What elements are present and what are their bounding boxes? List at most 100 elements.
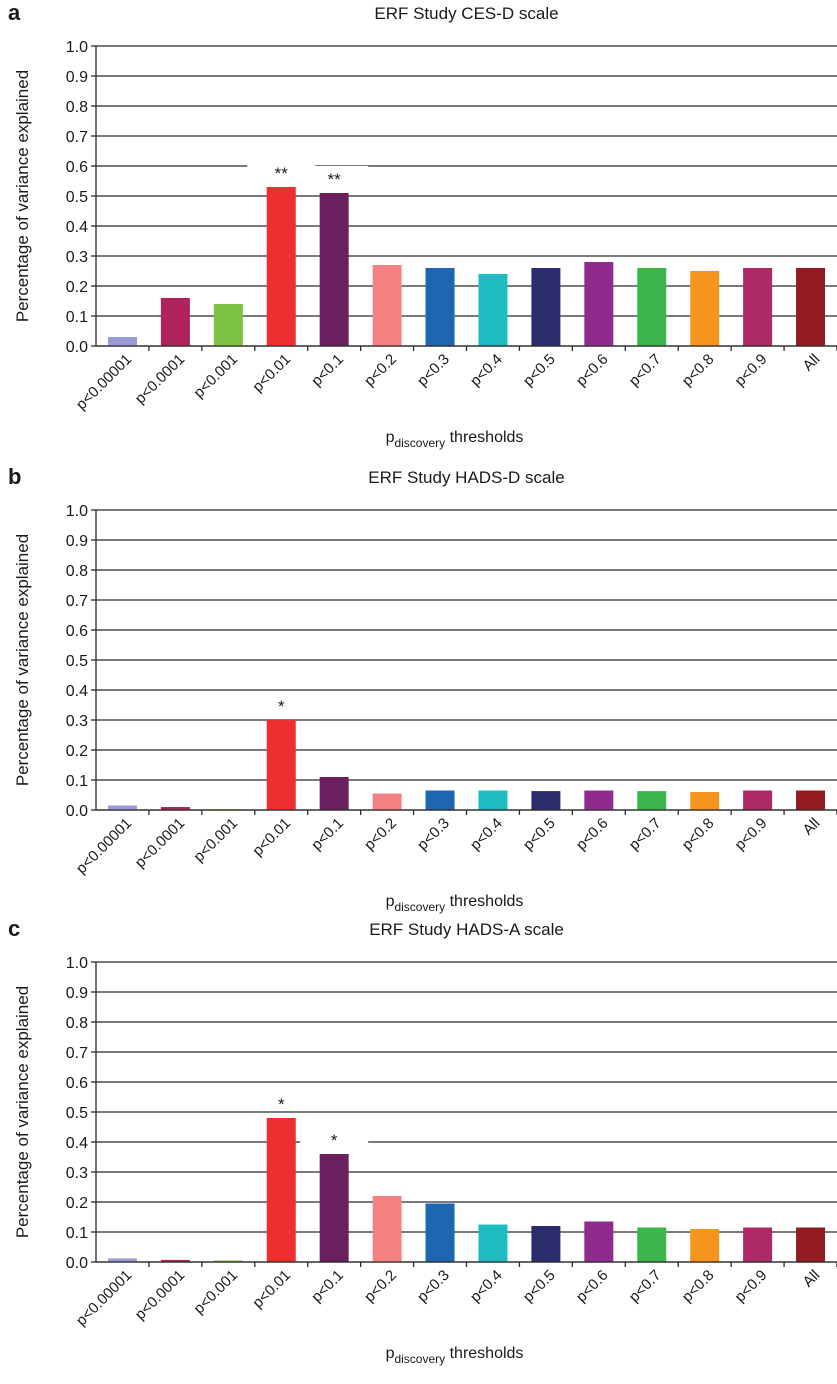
y-tick-label: 0.9 bbox=[66, 533, 88, 550]
x-category-label: p<0.3 bbox=[414, 351, 453, 390]
x-category-label: p<0.4 bbox=[467, 351, 506, 390]
bar bbox=[107, 1258, 137, 1262]
x-category-label: p<0.9 bbox=[732, 1267, 771, 1306]
bar bbox=[531, 791, 561, 810]
y-tick-label: 0.8 bbox=[66, 99, 88, 116]
chart-title: ERF Study HADS-D scale bbox=[368, 468, 565, 487]
y-tick-label: 0.1 bbox=[66, 309, 88, 326]
bar bbox=[796, 1227, 826, 1262]
x-category-label: All bbox=[800, 815, 824, 839]
bar bbox=[584, 790, 614, 810]
x-category-label: p<0.5 bbox=[520, 351, 559, 390]
annotation-background bbox=[247, 693, 316, 711]
y-tick-label: 0.7 bbox=[66, 593, 88, 610]
y-tick-label: 0.9 bbox=[66, 69, 88, 86]
annotation-background bbox=[247, 1091, 316, 1109]
x-category-label: All bbox=[800, 351, 824, 375]
x-category-label: p<0.01 bbox=[249, 815, 294, 860]
y-tick-label: 0.3 bbox=[66, 713, 88, 730]
x-category-label: p<0.9 bbox=[732, 351, 771, 390]
x-category-label: p<0.7 bbox=[626, 351, 665, 390]
y-tick-label: 0.4 bbox=[66, 219, 88, 236]
bar bbox=[319, 193, 349, 346]
x-category-label: p<0.01 bbox=[249, 351, 294, 396]
y-tick-label: 0.0 bbox=[66, 1255, 88, 1272]
x-category-label: p<0.2 bbox=[361, 815, 400, 854]
x-category-label: p<0.00001 bbox=[73, 351, 135, 413]
x-category-label: p<0.8 bbox=[679, 1267, 718, 1306]
bar bbox=[160, 298, 190, 346]
x-category-label: p<0.0001 bbox=[132, 351, 189, 408]
chart-title: ERF Study CES-D scale bbox=[374, 4, 559, 23]
x-axis-label: pdiscovery thresholds bbox=[386, 429, 524, 450]
bar bbox=[637, 1227, 667, 1262]
significance-annotation: * bbox=[331, 1131, 338, 1150]
y-tick-label: 0.2 bbox=[66, 743, 88, 760]
bar bbox=[584, 262, 614, 346]
bar bbox=[478, 274, 508, 346]
panel-label: b bbox=[8, 464, 22, 489]
bar bbox=[107, 805, 137, 810]
bar bbox=[637, 268, 667, 346]
y-tick-label: 0.9 bbox=[66, 985, 88, 1002]
y-tick-label: 0.6 bbox=[66, 1075, 88, 1092]
x-category-label: p<0.00001 bbox=[73, 1267, 135, 1329]
x-axis-label: pdiscovery thresholds bbox=[386, 893, 524, 914]
y-tick-label: 0.8 bbox=[66, 1015, 88, 1032]
chart-title: ERF Study HADS-A scale bbox=[369, 920, 564, 939]
bar bbox=[743, 268, 773, 346]
bar bbox=[372, 1196, 402, 1262]
y-tick-label: 0.8 bbox=[66, 563, 88, 580]
y-tick-label: 0.0 bbox=[66, 339, 88, 356]
bar bbox=[690, 271, 720, 346]
bar bbox=[584, 1221, 614, 1262]
x-category-label: p<0.4 bbox=[467, 815, 506, 854]
bar bbox=[319, 777, 349, 810]
y-axis-label: Percentage of variance explained bbox=[13, 534, 32, 786]
bar bbox=[425, 268, 455, 346]
bar bbox=[743, 1227, 773, 1262]
x-category-label: p<0.8 bbox=[679, 815, 718, 854]
bar-chart-svg: 0.0 0.1 0.2 0.3 0.4 0.5 0.6 0.7 0.8 0.9 1.0 p<0.000… bbox=[13, 503, 837, 914]
bar bbox=[743, 790, 773, 810]
bar bbox=[213, 1260, 243, 1262]
y-tick-label: 0.7 bbox=[66, 129, 88, 146]
x-category-label: p<0.4 bbox=[467, 1267, 506, 1306]
x-category-label: p<0.7 bbox=[626, 815, 665, 854]
x-category-label: p<0.1 bbox=[308, 1267, 347, 1306]
y-tick-label: 0.4 bbox=[66, 683, 88, 700]
x-category-label: p<0.1 bbox=[308, 815, 347, 854]
bar bbox=[213, 304, 243, 346]
bar bbox=[266, 1118, 296, 1262]
x-category-label: p<0.01 bbox=[249, 1267, 294, 1312]
chart-panel-c: c ERF Study HADS-A scale 0.0 0.1 0.2 0.3 0.4… bbox=[0, 916, 837, 1380]
bar bbox=[266, 187, 296, 346]
y-tick-label: 0.2 bbox=[66, 279, 88, 296]
x-category-label: p<0.0001 bbox=[132, 1267, 189, 1324]
y-tick-label: 0.5 bbox=[66, 189, 88, 206]
panel-label: c bbox=[8, 916, 21, 941]
bar-chart-svg: 0.0 0.1 0.2 0.3 0.4 0.5 0.6 0.7 0.8 0.9 1.0 p<0.000… bbox=[13, 955, 837, 1366]
x-category-label: p<0.00001 bbox=[73, 815, 135, 877]
chart-panel-b: b ERF Study HADS-D scale 0.0 0.1 0.2 0.3 0.4… bbox=[0, 464, 837, 928]
x-category-label: p<0.1 bbox=[308, 351, 347, 390]
x-category-label: p<0.3 bbox=[414, 1267, 453, 1306]
x-category-label: p<0.6 bbox=[573, 351, 612, 390]
x-category-label: p<0.2 bbox=[361, 1267, 400, 1306]
x-category-label: p<0.001 bbox=[190, 1267, 241, 1318]
significance-annotation: * bbox=[278, 697, 285, 716]
y-axis-label: Percentage of variance explained bbox=[13, 986, 32, 1238]
bar bbox=[160, 807, 190, 810]
y-tick-label: 0.6 bbox=[66, 159, 88, 176]
x-category-label: p<0.3 bbox=[414, 815, 453, 854]
y-tick-label: 1.0 bbox=[66, 503, 88, 520]
x-category-label: p<0.9 bbox=[732, 815, 771, 854]
x-category-label: p<0.001 bbox=[190, 815, 241, 866]
y-tick-label: 0.2 bbox=[66, 1195, 88, 1212]
y-axis-label: Percentage of variance explained bbox=[13, 70, 32, 322]
y-tick-label: 0.5 bbox=[66, 1105, 88, 1122]
bar bbox=[690, 792, 720, 810]
bar bbox=[478, 1224, 508, 1262]
y-tick-label: 1.0 bbox=[66, 39, 88, 56]
y-tick-label: 0.0 bbox=[66, 803, 88, 820]
